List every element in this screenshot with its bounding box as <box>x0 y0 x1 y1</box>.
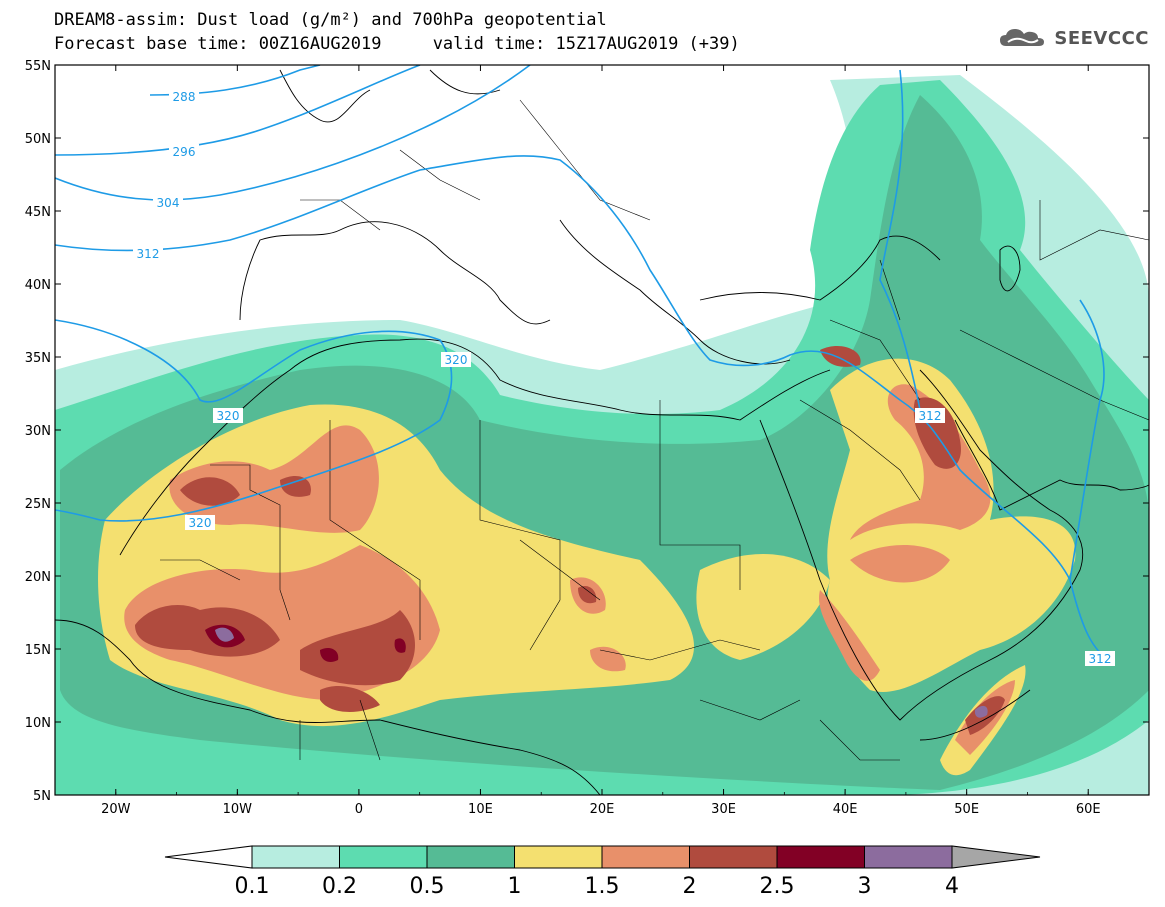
forecast-time-line: Forecast base time: 00Z16AUG2019 valid t… <box>54 34 740 54</box>
dust-level-2-iraq <box>820 345 961 469</box>
dust-level-1-sahel-east <box>696 553 830 660</box>
contour-label: 288 <box>169 89 199 104</box>
contour-label-bg <box>133 246 163 261</box>
contour-304 <box>55 65 531 201</box>
dust-level-2-mauritania <box>180 475 311 506</box>
lon-label: 20E <box>590 802 615 817</box>
lat-label: 30N <box>25 424 51 439</box>
dust-fields <box>55 75 1149 795</box>
contour-label-bg <box>185 515 215 530</box>
contour-label: 320 <box>441 352 471 367</box>
colorbar-label: 0.1 <box>235 874 270 899</box>
colorbar-segment <box>689 845 778 869</box>
longitude-axis: 20W 10W 0 10E 20E 30E 40E 50E 60E <box>54 65 1150 817</box>
contour-label-text: 304 <box>157 196 180 210</box>
lat-label: 55N <box>25 59 51 74</box>
cloud-icon <box>1000 29 1045 46</box>
colorbar-segment <box>601 845 690 869</box>
contour-label-bg <box>169 89 199 104</box>
colorbar: 0.1 0.2 0.5 1 1.5 2 2.5 3 4 <box>164 845 1041 899</box>
colorbar-over-arrow <box>951 845 1041 869</box>
contour-label: 304 <box>153 195 183 210</box>
contour-296 <box>55 65 421 156</box>
lon-label: 60E <box>1076 802 1101 817</box>
contour-label-text: 288 <box>173 90 196 104</box>
contour-label-text: 320 <box>217 409 240 423</box>
map-title: DREAM8-assim: Dust load (g/m²) and 700hP… <box>54 10 607 30</box>
contour-312-east <box>879 69 1105 581</box>
colorbar-label: 1 <box>508 874 522 899</box>
contour-label: 312 <box>915 408 945 423</box>
contour-label-text: 312 <box>1089 652 1112 666</box>
colorbar-label: 3 <box>858 874 872 899</box>
lat-label: 25N <box>25 497 51 512</box>
logo-text: SEEVCCC <box>1054 27 1149 49</box>
contour-label-bg <box>213 408 243 423</box>
lat-label: 40N <box>25 278 51 293</box>
lon-label: 20W <box>101 802 131 817</box>
contour-label: 312 <box>133 246 163 261</box>
colorbar-label: 1.5 <box>585 874 620 899</box>
dust-level-2-niger <box>300 610 415 712</box>
colorbar-under-arrow <box>164 845 253 869</box>
colorbar-segment <box>864 845 953 869</box>
lat-label: 10N <box>25 716 51 731</box>
lon-label: 10E <box>468 802 493 817</box>
lat-label: 5N <box>33 789 51 804</box>
colorbar-segment <box>339 845 428 869</box>
lon-label: 10W <box>223 802 253 817</box>
colorbar-segment <box>776 845 865 869</box>
colorbar-segment <box>426 845 515 869</box>
contour-label: 312 <box>1085 651 1115 666</box>
colorbar-segment <box>514 845 603 869</box>
contour-320 <box>55 319 453 522</box>
colorbar-label: 4 <box>945 874 959 899</box>
contour-label-text: 312 <box>137 247 160 261</box>
colorbar-label: 2.5 <box>760 874 795 899</box>
contour-label-bg <box>915 408 945 423</box>
geopotential-contours <box>55 65 1111 661</box>
contour-312-west <box>55 155 1111 661</box>
lon-label: 0 <box>355 802 363 817</box>
contour-label-bg <box>169 144 199 159</box>
dust-level-2-chad <box>578 585 597 604</box>
lat-label: 50N <box>25 132 51 147</box>
colorbar-label: 0.5 <box>410 874 445 899</box>
lat-label: 45N <box>25 205 51 220</box>
latitude-axis: 5N 10N 15N 20N 25N 30N 35N 40N 45N 50N 55N <box>25 59 1149 804</box>
contour-label-text: 320 <box>445 353 468 367</box>
dust-level-1-5-north <box>169 425 379 533</box>
contour-label-bg <box>153 195 183 210</box>
contour-label-text: 312 <box>919 409 942 423</box>
lon-label: 30E <box>711 802 736 817</box>
colorbar-segment <box>251 845 340 869</box>
seevccc-logo: SEEVCCC <box>998 26 1149 50</box>
contour-label: 320 <box>185 515 215 530</box>
colorbar-label: 0.2 <box>322 874 357 899</box>
lat-label: 20N <box>25 570 51 585</box>
lon-label: 40E <box>833 802 858 817</box>
contour-label-bg <box>441 352 471 367</box>
contour-label: 320 <box>213 408 243 423</box>
contour-label-text: 296 <box>173 145 196 159</box>
contour-label: 296 <box>169 144 199 159</box>
contour-label-text: 320 <box>189 516 212 530</box>
lon-label: 50E <box>954 802 979 817</box>
country-borders <box>160 99 1149 761</box>
contour-labels: 288 296 304 312 320 320 312 312 320 <box>133 89 1115 666</box>
contour-label-bg <box>1085 651 1115 666</box>
lat-label: 35N <box>25 351 51 366</box>
colorbar-label: 2 <box>683 874 697 899</box>
coastlines <box>55 69 1149 795</box>
lat-label: 15N <box>25 643 51 658</box>
